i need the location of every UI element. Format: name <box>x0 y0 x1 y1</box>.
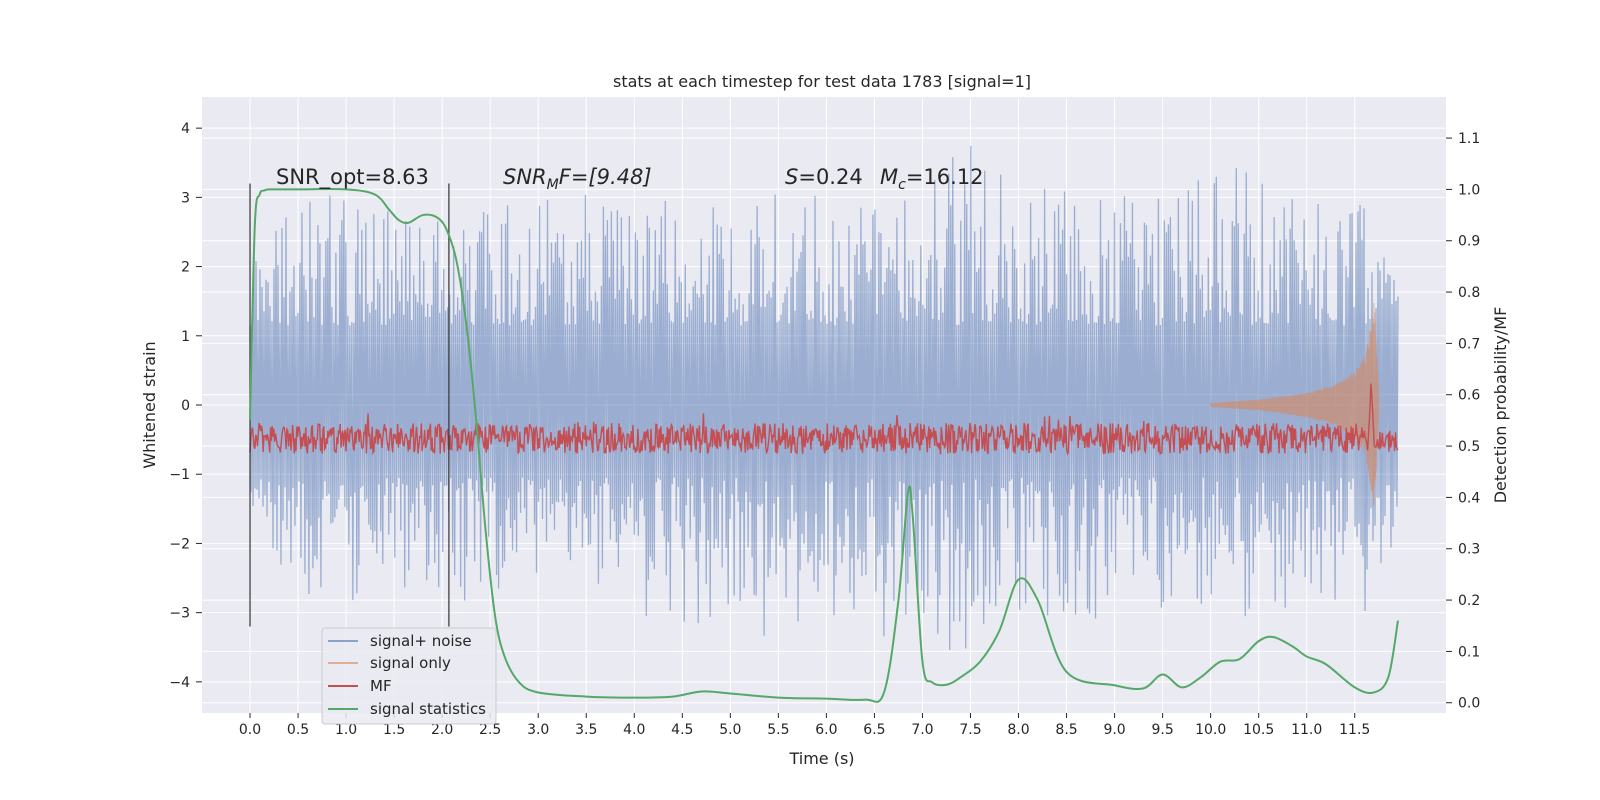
chart-title: stats at each timestep for test data 178… <box>613 72 1031 91</box>
signal-noise-line <box>249 145 1399 651</box>
legend-label-signal-statistics: signal statistics <box>370 700 486 718</box>
legend-label-signal-only: signal only <box>370 654 451 672</box>
y-tick-label-0: −4 <box>169 675 190 691</box>
x-tick-label-14: 7.0 <box>911 722 933 738</box>
signal-noise-series <box>249 145 1399 651</box>
x-tick-label-20: 10.0 <box>1195 722 1226 738</box>
y-tick-label-5: 1 <box>181 329 190 345</box>
y-tick-label-6: 2 <box>181 260 190 276</box>
signal-statistics-series <box>249 188 1399 703</box>
y2-tick-label-3: 0.3 <box>1458 542 1480 558</box>
x-tick-label-13: 6.5 <box>863 722 885 738</box>
y2-tick-label-5: 0.5 <box>1458 439 1480 455</box>
y2-tick-label-4: 0.4 <box>1458 490 1480 506</box>
y-axis-label: Whitened strain <box>140 341 159 468</box>
legend-label-signal-noise: signal+ noise <box>370 632 472 650</box>
x-tick-label-5: 2.5 <box>479 722 501 738</box>
x-tick-label-1: 0.5 <box>287 722 309 738</box>
y2-tick-label-0: 0.0 <box>1458 696 1480 712</box>
signal-only-line <box>1210 302 1380 506</box>
legend: signal+ noise signal only MF signal stat… <box>321 627 497 725</box>
y2-axis-label: Detection probability/MF <box>1491 307 1510 504</box>
x-tick-label-18: 9.0 <box>1103 722 1125 738</box>
x-tick-label-0: 0.0 <box>239 722 261 738</box>
x-tick-label-23: 11.5 <box>1339 722 1370 738</box>
signal-only-series <box>1210 302 1380 506</box>
x-tick-label-17: 8.5 <box>1055 722 1077 738</box>
x-tick-label-8: 4.0 <box>623 722 645 738</box>
y2-tick-label-10: 1.0 <box>1458 182 1480 198</box>
x-tick-label-7: 3.5 <box>575 722 597 738</box>
x-tick-label-2: 1.0 <box>335 722 357 738</box>
x-tick-label-9: 4.5 <box>671 722 693 738</box>
y2-tick-label-2: 0.2 <box>1458 593 1480 609</box>
y2-tick-label-1: 0.1 <box>1458 644 1480 660</box>
x-tick-label-21: 10.5 <box>1243 722 1274 738</box>
y2-tick-label-6: 0.6 <box>1458 388 1480 404</box>
y-tick-label-3: −1 <box>169 467 190 483</box>
y-tick-label-2: −2 <box>169 536 190 552</box>
x-tick-label-4: 2.0 <box>431 722 453 738</box>
x-tick-label-15: 7.5 <box>959 722 981 738</box>
x-tick-label-12: 6.0 <box>815 722 837 738</box>
x-tick-label-3: 1.5 <box>383 722 405 738</box>
annotation-mc: Mc=16.12 <box>880 165 984 193</box>
mf-line <box>249 383 1399 456</box>
mf-series <box>249 383 1399 456</box>
x-tick-label-10: 5.0 <box>719 722 741 738</box>
legend-label-mf: MF <box>370 677 392 695</box>
y-tick-label-8: 4 <box>181 121 190 137</box>
y2-tick-label-8: 0.8 <box>1458 285 1480 301</box>
y-axis-ticks: −4 −3 −2 −1 0 1 2 3 4 <box>169 121 202 691</box>
annotation-snr-mf: SNRMF=[9.48] <box>503 165 652 193</box>
x-tick-label-6: 3.0 <box>527 722 549 738</box>
y-tick-label-4: 0 <box>181 398 190 414</box>
x-tick-label-11: 5.5 <box>767 722 789 738</box>
legend-box <box>321 627 497 725</box>
y-tick-label-1: −3 <box>169 606 190 622</box>
annotation-s: S=0.24 <box>785 165 863 189</box>
signal-statistics-line <box>249 188 1399 703</box>
y-tick-label-7: 3 <box>181 190 190 206</box>
x-tick-label-19: 9.5 <box>1151 722 1173 738</box>
y2-tick-label-11: 1.1 <box>1458 131 1480 147</box>
x-tick-label-16: 8.0 <box>1007 722 1029 738</box>
y2-tick-label-9: 0.9 <box>1458 234 1480 250</box>
x-axis-ticks: 0.0 0.5 1.0 1.5 2.0 2.5 3.0 3.5 4.0 4.5 5.0 5.5 6.0 6… <box>239 713 1370 738</box>
annotation-snr-opt: SNR_opt=8.63 <box>276 165 429 190</box>
x-axis-label: Time (s) <box>788 749 854 768</box>
x-tick-label-22: 11.0 <box>1291 722 1322 738</box>
y2-tick-label-7: 0.7 <box>1458 336 1480 352</box>
y2-axis-ticks: 0.0 0.1 0.2 0.3 0.4 0.5 0.6 0.7 0.8 0.9 1.0 1.1 <box>1446 131 1480 712</box>
